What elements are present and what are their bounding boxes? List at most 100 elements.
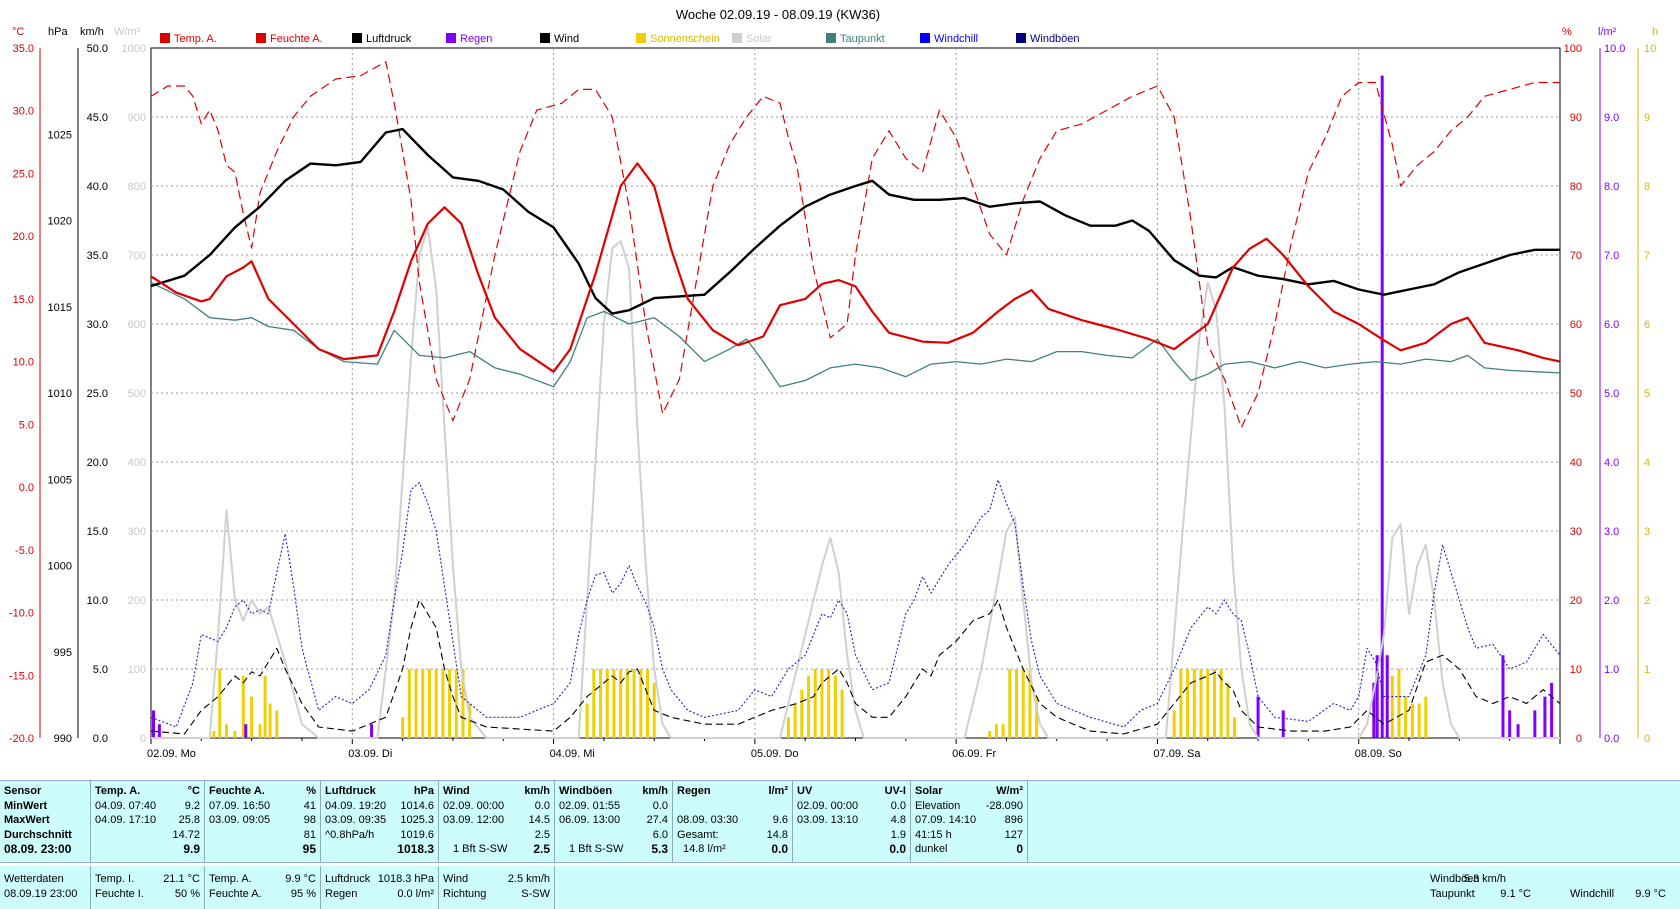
windboeen-max-time: 06.09. 13:00 xyxy=(559,814,621,826)
temp-tick-label: -20.0 xyxy=(9,733,34,745)
solar-max-time: 07.09. 14:10 xyxy=(915,814,977,826)
wind-min-value: 0.0 xyxy=(534,799,550,812)
kmh-unit: km/h xyxy=(80,26,104,38)
sunshine-bar xyxy=(258,724,262,738)
kmh-tick-label: 45.0 xyxy=(87,112,108,124)
regen-gesamt-label: Gesamt: xyxy=(677,828,719,841)
feuchte-max-time: 03.09. 09:05 xyxy=(209,814,271,826)
sunshine-bar xyxy=(1410,703,1414,738)
stats-col-uv: UV UV-I 02.09. 00:00 0.0 03.09. 13:10 4.8 1… xyxy=(792,781,910,862)
rain-bar xyxy=(1372,682,1376,738)
hpa-tick-label: 1000 xyxy=(48,561,72,573)
stats-col-windboeen: Windböen km/h 02.09. 01:55 0.0 06.09. 13:0… xyxy=(554,781,672,862)
rain-bar xyxy=(1256,696,1260,738)
taupunkt-value: 9.1 °C xyxy=(1500,888,1531,900)
wm2-tick-label: 300 xyxy=(128,526,146,538)
pct-tick-label: 60 xyxy=(1570,319,1582,331)
temp-tick-label: 35.0 xyxy=(13,43,34,55)
rain-bar xyxy=(152,710,156,738)
solar-current: 0 xyxy=(1016,842,1023,856)
pct-tick-label: 50 xyxy=(1570,388,1582,400)
temp-header: Temp. A. xyxy=(95,785,141,797)
regen-max-time: 08.09. 03:30 xyxy=(677,814,739,826)
windchill-label: Windchill xyxy=(1570,888,1615,900)
solar-unit: W/m² xyxy=(996,785,1023,797)
regen-value: 0.0 l/m² xyxy=(397,888,434,900)
wind-current: 2.5 xyxy=(533,842,550,856)
wind-current-bft: 1 Bft S-SW xyxy=(453,843,508,855)
sunshine-bar xyxy=(813,669,817,738)
hpa-tick-label: 1005 xyxy=(48,474,72,486)
luftdruck-label: Luftdruck xyxy=(325,873,371,885)
hpa-tick-label: 990 xyxy=(54,733,72,745)
day-label: 05.09. Do xyxy=(751,748,799,760)
pct-tick-label: 30 xyxy=(1570,526,1582,538)
uv-header: UV xyxy=(797,785,813,797)
current-luftdruck: Luftdruck 1018.3 hPa Regen 0.0 l/m² xyxy=(320,866,438,909)
current-empty xyxy=(554,866,1420,909)
legend-label: Wind xyxy=(554,33,579,45)
series-line-taupunkt xyxy=(150,282,1561,388)
sunshine-bar xyxy=(800,689,804,738)
sensor-header: Sensor xyxy=(4,785,42,797)
pct-tick-label: 80 xyxy=(1570,181,1582,193)
current-wind: Wind 2.5 km/h Richtung S-SW xyxy=(438,866,554,909)
rain-bar xyxy=(1501,655,1505,738)
wind-label: Wind xyxy=(443,873,469,885)
lm2-tick-label: 2.0 xyxy=(1604,595,1619,607)
sunshine-bar xyxy=(994,724,998,738)
temp-max-value: 25.8 xyxy=(178,814,200,826)
sunshine-bar xyxy=(612,669,616,738)
day-label: 07.09. Sa xyxy=(1153,748,1201,760)
legend-label: Windböen xyxy=(1030,33,1080,45)
rain-bar xyxy=(1533,710,1537,738)
current-wetterdaten: Wetterdaten 08.09.19 23:00 xyxy=(0,866,90,909)
legend-swatch xyxy=(1016,33,1026,43)
temp-innen-value: 21.1 °C xyxy=(163,873,200,885)
windboeen-min-time: 02.09. 01:55 xyxy=(559,799,621,812)
sunshine-bar xyxy=(218,669,222,738)
luftdruck-min-value: 1014.6 xyxy=(400,799,434,812)
day-label: 03.09. Di xyxy=(348,748,392,760)
luftdruck-unit: hPa xyxy=(413,785,434,797)
sunshine-bar xyxy=(592,669,596,738)
windboeen-header: Windböen xyxy=(559,785,613,797)
sunshine-bar xyxy=(1035,696,1039,738)
legend-label: Luftdruck xyxy=(366,33,412,45)
solar-header: Solar xyxy=(915,785,943,797)
h-tick-label: 3 xyxy=(1644,526,1650,538)
sunshine-bar xyxy=(786,717,790,738)
sunshine-bar xyxy=(414,669,418,738)
temp-aussen-value: 9.9 °C xyxy=(285,873,316,885)
pct-tick-label: 10 xyxy=(1570,664,1582,676)
temp-unit: °C xyxy=(187,785,200,797)
pct-tick-label: 100 xyxy=(1564,43,1582,55)
wind-value: 2.5 km/h xyxy=(507,873,550,885)
temp-tick-label: 15.0 xyxy=(13,294,34,306)
temp-tick-label: 5.0 xyxy=(19,419,34,431)
series-line-wind xyxy=(150,599,1561,735)
regen-gesamt-value: 14.8 xyxy=(766,828,788,841)
sunshine-bar xyxy=(827,669,831,738)
sunshine-bar xyxy=(1417,703,1421,738)
sunshine-bar xyxy=(1199,669,1203,738)
pct-tick-label: 90 xyxy=(1570,112,1582,124)
kmh-tick-label: 5.0 xyxy=(93,664,108,676)
legend-swatch xyxy=(826,33,836,43)
wind-max-time: 03.09. 12:00 xyxy=(443,814,505,826)
sunshine-bar xyxy=(233,731,237,738)
solar-max-value: 896 xyxy=(1004,814,1023,826)
rain-bar xyxy=(370,724,374,738)
legend-label: Feuchte A. xyxy=(270,33,323,45)
rain-bar xyxy=(1543,696,1547,738)
luftdruck-current: 1018.3 xyxy=(397,842,434,856)
wm2-tick-label: 900 xyxy=(128,112,146,124)
pct-tick-label: 20 xyxy=(1570,595,1582,607)
windchill-value: 9.9 °C xyxy=(1635,888,1666,900)
sunshine-bar xyxy=(1397,669,1401,738)
h-tick-label: 7 xyxy=(1644,250,1650,262)
wind-header: Wind xyxy=(443,785,470,797)
windboeen-value: 5.3 km/h xyxy=(1463,873,1506,885)
temp-tick-label: -15.0 xyxy=(9,670,34,682)
kmh-tick-label: 40.0 xyxy=(87,181,108,193)
